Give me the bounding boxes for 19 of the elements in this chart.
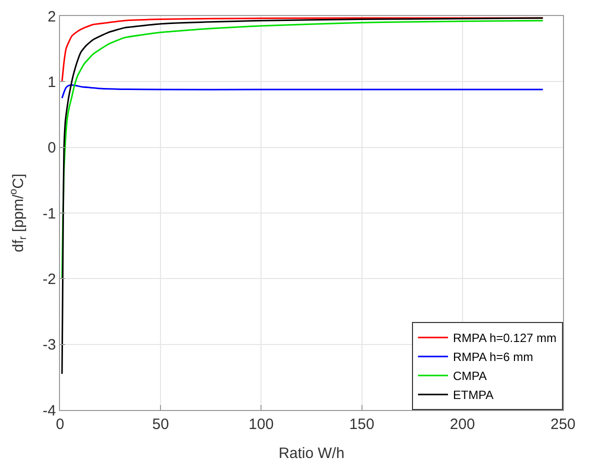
legend-label: ETMPA [453,388,494,402]
y-tick-label: -3 [42,336,56,354]
y-tick-label: 2 [48,8,56,26]
legend-label: RMPA h=0.127 mm [453,331,556,346]
legend-label: CMPA [453,369,487,384]
x-axis-title: Ratio W/h [278,445,344,462]
y-tick-label: 1 [48,74,56,91]
y-tick-label: -2 [42,270,56,288]
y-tick-label: -1 [42,205,56,222]
x-tick-label: 100 [248,416,274,433]
y-tick-label: 0 [48,140,56,157]
y-tick-label: -4 [42,402,56,420]
x-tick-label: 150 [349,416,374,433]
legend-label: RMPA h=6 mm [453,350,534,364]
x-tick-label: 50 [152,416,169,433]
line-series [61,84,544,99]
line-series [61,20,544,280]
x-tick-label: 250 [550,416,576,433]
x-tick-label: 200 [450,416,475,433]
